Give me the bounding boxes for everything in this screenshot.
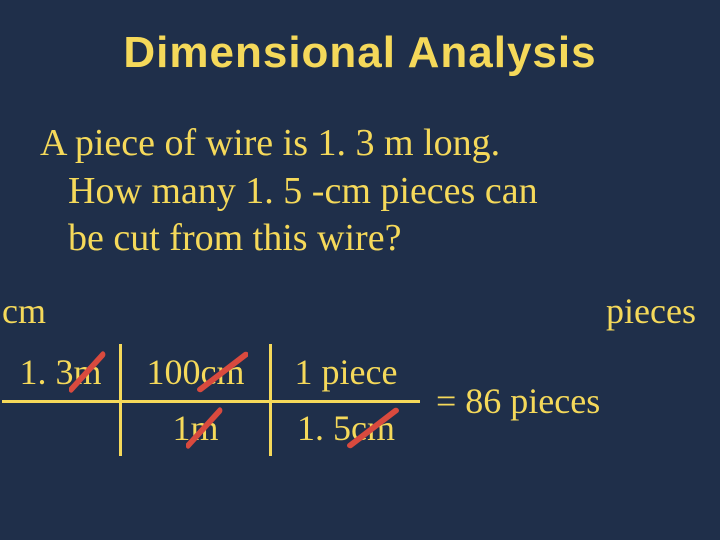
struck-unit-m: m <box>190 407 218 449</box>
cell-2-3: 1. 5 cm <box>272 400 420 456</box>
table-row: 1. 3 m 100 cm 1 piece <box>2 344 422 400</box>
struck-unit-m: m <box>73 351 101 393</box>
unit-text: m <box>190 408 218 448</box>
struck-unit-cm: cm <box>351 407 395 449</box>
unit-text: m <box>73 352 101 392</box>
cell-1-1: 1. 3 m <box>2 344 122 400</box>
struck-unit-cm: cm <box>201 351 245 393</box>
unit-text: cm <box>201 352 245 392</box>
problem-line-2: How many 1. 5 -cm pieces can <box>40 170 538 212</box>
answer-text: = 86 pieces <box>436 380 600 422</box>
value-text: 1. 3 <box>19 351 73 393</box>
unit-text: cm <box>351 408 395 448</box>
problem-line-1: A piece of wire is 1. 3 m long. <box>40 122 500 164</box>
value-text: 1 <box>172 407 190 449</box>
problem-line-3: be cut from this wire? <box>40 217 401 259</box>
problem-text: A piece of wire is 1. 3 m long. How many… <box>40 120 680 263</box>
cell-2-2: 1 m <box>122 400 272 456</box>
cell-1-2: 100 cm <box>122 344 272 400</box>
unit-label-right: pieces <box>606 290 696 332</box>
slide-title: Dimensional Analysis <box>0 28 720 78</box>
unit-label-left: cm <box>2 290 46 332</box>
table-divider <box>2 400 420 403</box>
table-row: 1 m 1. 5 cm <box>2 400 422 456</box>
value-text: 1. 5 <box>297 407 351 449</box>
value-text: 100 <box>147 351 201 393</box>
cell-2-1 <box>2 400 122 456</box>
cell-1-3: 1 piece <box>272 344 420 400</box>
